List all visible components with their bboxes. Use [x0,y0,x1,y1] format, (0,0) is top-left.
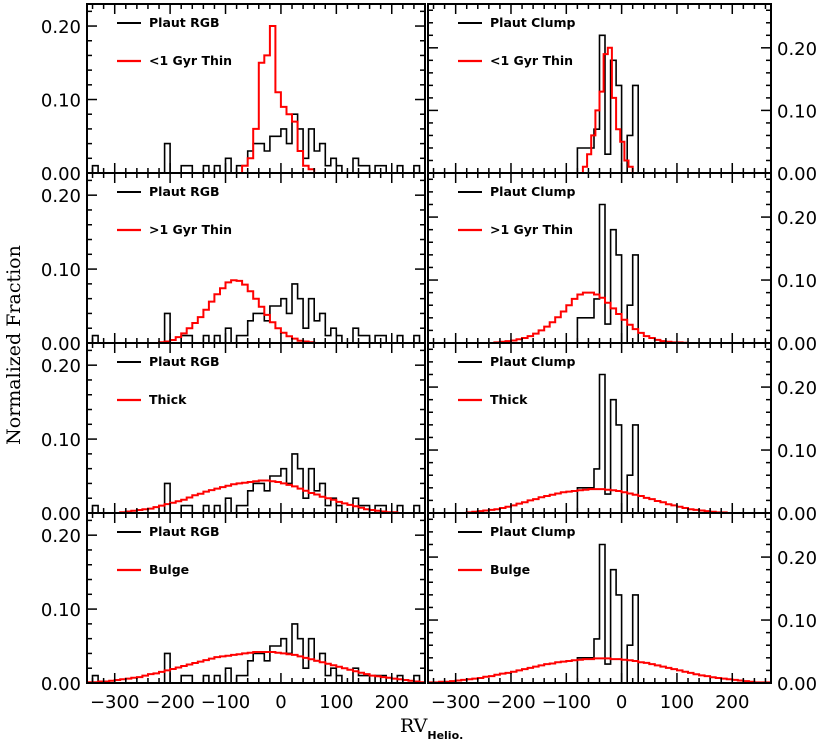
y-tick-label: 0.20 [777,378,817,399]
legend-label-observed: Plaut RGB [149,354,220,369]
x-axis-title-subscript: Helio. [427,729,463,742]
panel-row2-right: 0.00 0.10 0.20 Plaut Clump >1 Gyr Thin [427,172,817,355]
histogram-model-row4-right [427,657,772,684]
x-tick-label: −200 [486,692,535,713]
y-tick-label: 0.20 [777,208,817,229]
y-tick-label: 0.20 [777,39,817,60]
panel-grid: 0.00 0.10 0.20 Plaut RGB <1 Gyr Thin 0.00 0.10… [41,3,817,713]
legend-label-observed: Plaut RGB [149,15,220,30]
y-tick-label: 0.00 [777,164,817,185]
legend-label-observed: Plaut RGB [149,524,220,539]
y-axis-title: Normalized Fraction [3,245,25,445]
y-tick-label: 0.20 [41,526,81,547]
legend-label-observed: Plaut Clump [490,524,575,539]
histogram-model-row4-left [86,651,426,684]
x-tick-label: −100 [201,692,250,713]
y-tick-label: 0.00 [41,504,81,525]
x-tick-label: 0 [616,692,627,713]
legend-label-model: >1 Gyr Thin [149,222,232,237]
x-axis-title: RVHelio. [400,715,463,742]
histogram-observed-row3-right [576,373,644,514]
y-tick-label: 0.20 [41,17,81,38]
y-tick-label: 0.10 [41,600,81,621]
x-tick-label: 0 [275,692,286,713]
histogram-model-row1-right [578,46,637,174]
histogram-observed-row2-right [576,203,644,344]
histogram-model-row3-left [114,479,425,514]
y-tick-label: 0.00 [41,674,81,695]
x-tick-label: 200 [375,692,409,713]
legend-label-model: Thick [490,392,528,407]
y-tick-label: 0.00 [777,504,817,525]
legend-label-model: <1 Gyr Thin [149,53,232,68]
y-tick-label: 0.10 [777,271,817,292]
y-tick-label: 0.00 [777,334,817,355]
y-tick-label: 0.00 [777,674,817,695]
panel-row4-left: 0.00 0.10 0.20 −300 −200 −100 0 100 200 Plaut RGB… [41,512,426,713]
x-tick-label: 100 [660,692,694,713]
legend-label-observed: Plaut Clump [490,15,575,30]
x-tick-label: −300 [431,692,480,713]
y-tick-label: 0.10 [777,441,817,462]
y-tick-label: 0.10 [41,430,81,451]
x-tick-label: 200 [715,692,749,713]
x-axis-title-main: RV [400,715,428,737]
histogram-observed-row4-right [576,543,644,684]
y-tick-label: 0.00 [41,334,81,355]
legend-label-model: <1 Gyr Thin [490,53,573,68]
y-tick-label: 0.10 [41,260,81,281]
legend-label-model: Thick [149,392,187,407]
legend-label-observed: Plaut RGB [149,184,220,199]
legend-label-model: Bulge [490,562,530,577]
y-tick-label: 0.20 [777,548,817,569]
legend-label-observed: Plaut Clump [490,184,575,199]
legend-label-observed: Plaut Clump [490,354,575,369]
histogram-model-row2-right [493,291,727,344]
y-tick-label: 0.00 [41,164,81,185]
legend-label-model: >1 Gyr Thin [490,222,573,237]
y-tick-label: 0.20 [41,356,81,377]
legend-label-model: Bulge [149,562,189,577]
panel-row3-right: 0.00 0.10 0.20 Plaut Clump Thick [427,342,817,525]
panel-row4-right: 0.00 0.10 0.20 −300 −200 −100 0 100 200 Plaut Clu… [427,512,817,713]
y-tick-label: 0.10 [777,611,817,632]
panel-row3-left: 0.00 0.10 0.20 Plaut RGB Thick [41,342,426,525]
x-tick-label: −100 [542,692,591,713]
y-tick-label: 0.10 [777,101,817,122]
panel-frame [86,512,426,684]
y-tick-label: 0.10 [41,91,81,112]
x-tick-label: 100 [319,692,353,713]
y-tick-label: 0.20 [41,186,81,207]
x-tick-label: −300 [90,692,139,713]
x-tick-label: −200 [145,692,194,713]
